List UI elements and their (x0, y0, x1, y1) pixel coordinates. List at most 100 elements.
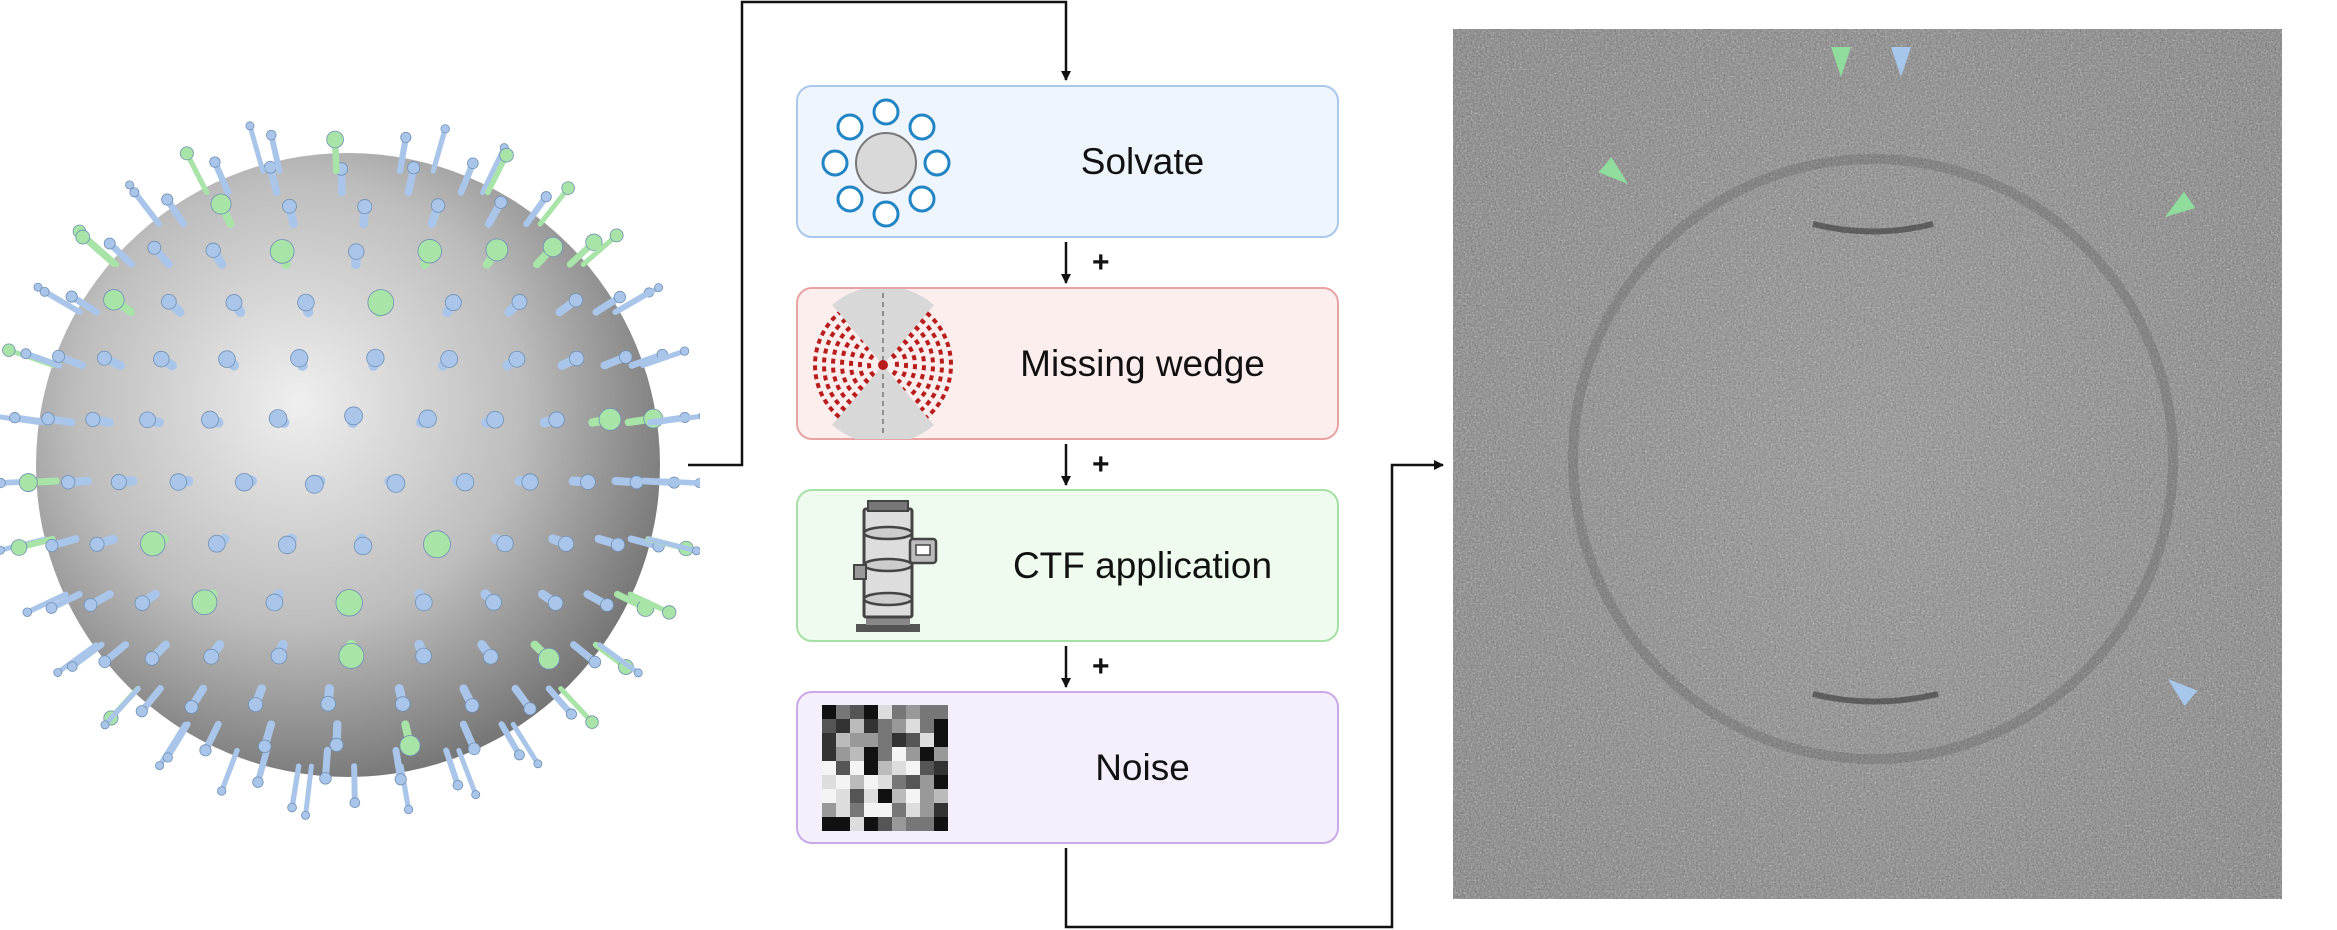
noise-cell (878, 733, 892, 747)
plus-sign: + (1092, 650, 1110, 683)
step-solvate: Solvate (796, 85, 1339, 238)
noise-cell (878, 803, 892, 817)
spike-head (278, 535, 297, 555)
plus-sign: + (1092, 448, 1110, 481)
spike-head (161, 293, 177, 310)
noise-cell (906, 789, 920, 803)
noise-cell (850, 705, 864, 719)
glycoprotein-spike (131, 189, 162, 227)
spike-head (580, 474, 596, 490)
spike-head (2, 343, 16, 357)
spike-head (494, 195, 508, 209)
spike-head (399, 735, 421, 757)
spike-head (100, 720, 110, 730)
noise-cell (864, 817, 878, 831)
spike-head (85, 411, 101, 427)
glycoprotein-spike (219, 747, 240, 794)
noise-cell (864, 733, 878, 747)
spike-head (61, 475, 76, 490)
spike-head (533, 759, 543, 769)
spike-head (52, 349, 66, 363)
solvent-molecules-icon (821, 98, 951, 228)
noise-cell (934, 789, 948, 803)
pointer-arrowhead (2168, 679, 2198, 706)
spike-head (338, 642, 365, 669)
virus-core-sphere (36, 153, 660, 777)
noise-cell (878, 705, 892, 719)
spike-head (225, 294, 243, 311)
spike-head (386, 474, 406, 493)
noise-cell (920, 775, 934, 789)
spike-head (394, 773, 407, 786)
glycoprotein-spike (597, 642, 641, 676)
spike-head (521, 473, 539, 491)
plus-sign: + (1092, 246, 1110, 279)
wedge-arc (913, 325, 935, 405)
spike-head (320, 695, 337, 712)
spike-head (205, 242, 221, 258)
spike-head (245, 121, 255, 131)
glycoprotein-spike (303, 763, 314, 818)
noise-cell (906, 733, 920, 747)
glycoprotein-spike (627, 591, 672, 616)
spike-head (270, 647, 288, 665)
spike-head (467, 742, 481, 756)
spike-head (585, 715, 599, 729)
wedge-arc (902, 338, 917, 392)
noise-cell (850, 761, 864, 775)
noise-cell (836, 775, 850, 789)
spike-head (134, 595, 151, 611)
noise-cell (836, 719, 850, 733)
noise-cell (920, 719, 934, 733)
arrow-noise-to-tomogram (1064, 460, 1444, 929)
spike-head (423, 530, 451, 559)
noise-cell (892, 733, 906, 747)
glycoprotein-spike (580, 232, 620, 267)
glycoprotein-spike (640, 348, 688, 369)
step-label: CTF application (1012, 544, 1273, 586)
spike-head (471, 790, 481, 800)
step-label: Missing wedge (1020, 342, 1265, 384)
glycoprotein-spike (510, 721, 541, 767)
glycoprotein-spike (69, 641, 105, 670)
simulated-tomogram-image (1453, 29, 2282, 899)
glycoprotein-spike (55, 642, 99, 675)
noise-cell (920, 705, 934, 719)
noise-cell (822, 775, 836, 789)
noise-cell (906, 705, 920, 719)
noise-cell (934, 817, 948, 831)
spike-head (125, 180, 135, 190)
spike-head (598, 407, 622, 431)
glycoprotein-spike (613, 285, 662, 315)
spike-head (287, 802, 297, 813)
spike-head (698, 412, 700, 420)
wedge-arc (858, 345, 870, 385)
spike-head (403, 804, 414, 815)
spike-head (348, 243, 365, 260)
noise-cell (906, 803, 920, 817)
spike-head (248, 697, 264, 713)
spike-head (209, 156, 221, 168)
spike-head (482, 648, 499, 665)
spike-head (199, 744, 212, 757)
noise-cell (864, 803, 878, 817)
noise-cell (878, 747, 892, 761)
pointer-arrowhead (1891, 47, 1911, 77)
spike-head (568, 293, 584, 308)
noise-cell (836, 747, 850, 761)
noise-cell (864, 705, 878, 719)
spike-head (297, 293, 315, 312)
glycoprotein-spike (41, 289, 83, 315)
noise-cell (878, 789, 892, 803)
noise-cell (934, 775, 948, 789)
pointer-arrowhead (1598, 157, 1628, 184)
spike-head (353, 536, 373, 556)
spike-head (548, 411, 565, 428)
wedge-arc (890, 352, 899, 378)
spike-head (558, 535, 575, 552)
spike-head (344, 406, 363, 426)
spike-head (561, 181, 575, 195)
glycoprotein-spike (558, 686, 595, 725)
spike-head (33, 282, 43, 292)
